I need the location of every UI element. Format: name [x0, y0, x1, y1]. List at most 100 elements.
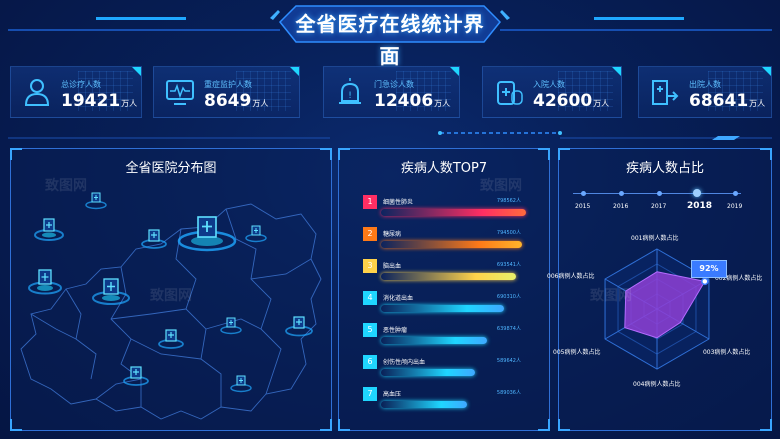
disease-name: 创伤性颅内出血 — [383, 359, 426, 366]
disease-name: 恶性肿瘤 — [383, 327, 408, 334]
rank-badge: 6 — [363, 355, 377, 369]
value-badge: 92% — [691, 260, 727, 278]
svg-text:!: ! — [348, 91, 352, 101]
corner-bracket — [10, 419, 22, 431]
ranking-row: 7 高血压 589036人 — [363, 387, 523, 413]
ranking-row: 2 糖尿病 794500人 — [363, 227, 523, 253]
disease-bar — [381, 241, 522, 248]
radar-axis-label: 004病例人数占比 — [633, 381, 681, 388]
disease-name: 糖尿病 — [383, 231, 402, 238]
disease-bar — [381, 369, 476, 376]
header-frame — [8, 5, 772, 43]
rank-badge: 1 — [363, 195, 377, 209]
disease-count: 693541人 — [496, 262, 521, 268]
stat-card-emergency: ! 门急诊人数 12406万人 — [323, 66, 460, 118]
panel-title: 全省医院分布图 — [125, 161, 217, 176]
stat-label: 出院人数 — [689, 80, 721, 89]
corner-bracket — [760, 148, 772, 160]
disease-bar — [381, 401, 467, 408]
disease-bar — [381, 305, 505, 312]
stat-label: 总诊疗人数 — [61, 80, 101, 89]
disease-count: 798562人 — [496, 198, 521, 204]
radar-axis-label: 003病例人数占比 — [702, 349, 751, 356]
disease-count: 794500人 — [496, 230, 521, 236]
timeline-dot[interactable] — [693, 189, 701, 197]
corner-bracket — [338, 148, 350, 160]
watermark: 致图网 — [590, 288, 632, 304]
timeline-year[interactable]: 2016 — [613, 203, 629, 210]
stat-label: 门急诊人数 — [374, 80, 414, 89]
corner-bracket — [538, 148, 550, 160]
header: 全省医疗在线统计界面 — [0, 0, 780, 68]
hospital-markers — [28, 192, 313, 393]
corner-bracket — [558, 419, 570, 431]
ranking-row: 1 细菌性肺炎 798562人 — [363, 195, 526, 221]
ratio-panel: 疾病人数占比 2015 2016 2017 2018 2019 001病例人数占比 002… — [547, 148, 772, 431]
rank-badge: 7 — [363, 387, 377, 401]
corner-bracket — [760, 419, 772, 431]
stat-value: 42600万人 — [533, 91, 610, 111]
timeline-dot[interactable] — [580, 191, 586, 196]
disease-count: 589642人 — [496, 358, 521, 364]
timeline-dot[interactable] — [656, 191, 662, 196]
disease-bar — [381, 273, 516, 280]
top7-panel: 疾病人数TOP7 1 细菌性肺炎 798562人 2 糖尿病 794500人 3 脑出血 693… — [338, 148, 550, 431]
rank-badge: 2 — [363, 227, 377, 241]
corner-bracket — [320, 419, 332, 431]
stat-value: 68641万人 — [689, 91, 766, 111]
siren-icon: ! — [339, 78, 361, 104]
monitor-icon — [166, 80, 194, 105]
timeline-year[interactable]: 2019 — [727, 203, 743, 210]
person-icon — [24, 79, 50, 106]
stat-card-icu: 重症监护人数 8649万人 — [153, 66, 300, 118]
rank-badge: 4 — [363, 291, 377, 305]
discharge-icon — [652, 80, 679, 105]
timeline-year[interactable]: 2018 — [687, 201, 713, 211]
stat-card-admission: 入院人数 42600万人 — [482, 66, 622, 118]
radar-highlight-point — [701, 277, 709, 286]
stat-label: 重症监护人数 — [204, 80, 252, 89]
stat-value: 19421万人 — [61, 91, 138, 111]
rank-badge: 3 — [363, 259, 377, 273]
disease-count: 589036人 — [496, 390, 521, 396]
card-grid — [558, 71, 613, 111]
corner-bracket — [538, 419, 550, 431]
disease-name: 脑出血 — [383, 263, 402, 270]
card-corner — [762, 67, 771, 76]
stat-value: 8649万人 — [204, 91, 269, 111]
province-map — [20, 192, 322, 420]
stat-label: 入院人数 — [533, 80, 565, 89]
card-corner — [450, 67, 459, 76]
card-grid — [708, 71, 763, 111]
watermark: 致图网 — [480, 178, 522, 194]
corner-bracket — [320, 148, 332, 160]
watermark: 致图网 — [45, 178, 87, 194]
map-panel: 全省医院分布图 — [10, 148, 332, 431]
radar-axis-label: 005病例人数占比 — [553, 349, 601, 356]
ranking-row: 5 恶性肿瘤 639874人 — [363, 323, 523, 349]
corner-bracket — [558, 148, 570, 160]
ranking-row: 3 脑出血 693541人 — [363, 259, 523, 285]
card-grid — [78, 71, 133, 111]
radar-axis-label: 006病例人数占比 — [547, 273, 595, 280]
rank-badge: 5 — [363, 323, 377, 337]
radar-chart — [604, 248, 710, 370]
panel-title: 疾病人数占比 — [625, 161, 704, 176]
page-title: 全省医疗在线统计界面 — [295, 12, 485, 68]
corner-bracket — [10, 148, 22, 160]
card-corner — [132, 67, 141, 76]
stat-value: 12406万人 — [374, 91, 451, 111]
disease-count: 690310人 — [496, 294, 521, 300]
timeline-year[interactable]: 2015 — [575, 203, 591, 210]
watermark: 致图网 — [150, 288, 192, 304]
timeline-dot[interactable] — [732, 191, 738, 196]
disease-bar — [381, 209, 526, 216]
ranking-row: 6 创伤性颅内出血 589642人 — [363, 355, 523, 381]
radar-axis-label: 001病例人数占比 — [631, 235, 679, 242]
medicine-icon — [497, 81, 523, 105]
timeline-year[interactable]: 2017 — [651, 203, 667, 210]
disease-name: 细菌性肺炎 — [383, 199, 414, 206]
timeline-dot[interactable] — [618, 191, 624, 196]
stat-card-discharge: 出院人数 68641万人 — [638, 66, 772, 118]
disease-count: 639874人 — [496, 326, 521, 332]
